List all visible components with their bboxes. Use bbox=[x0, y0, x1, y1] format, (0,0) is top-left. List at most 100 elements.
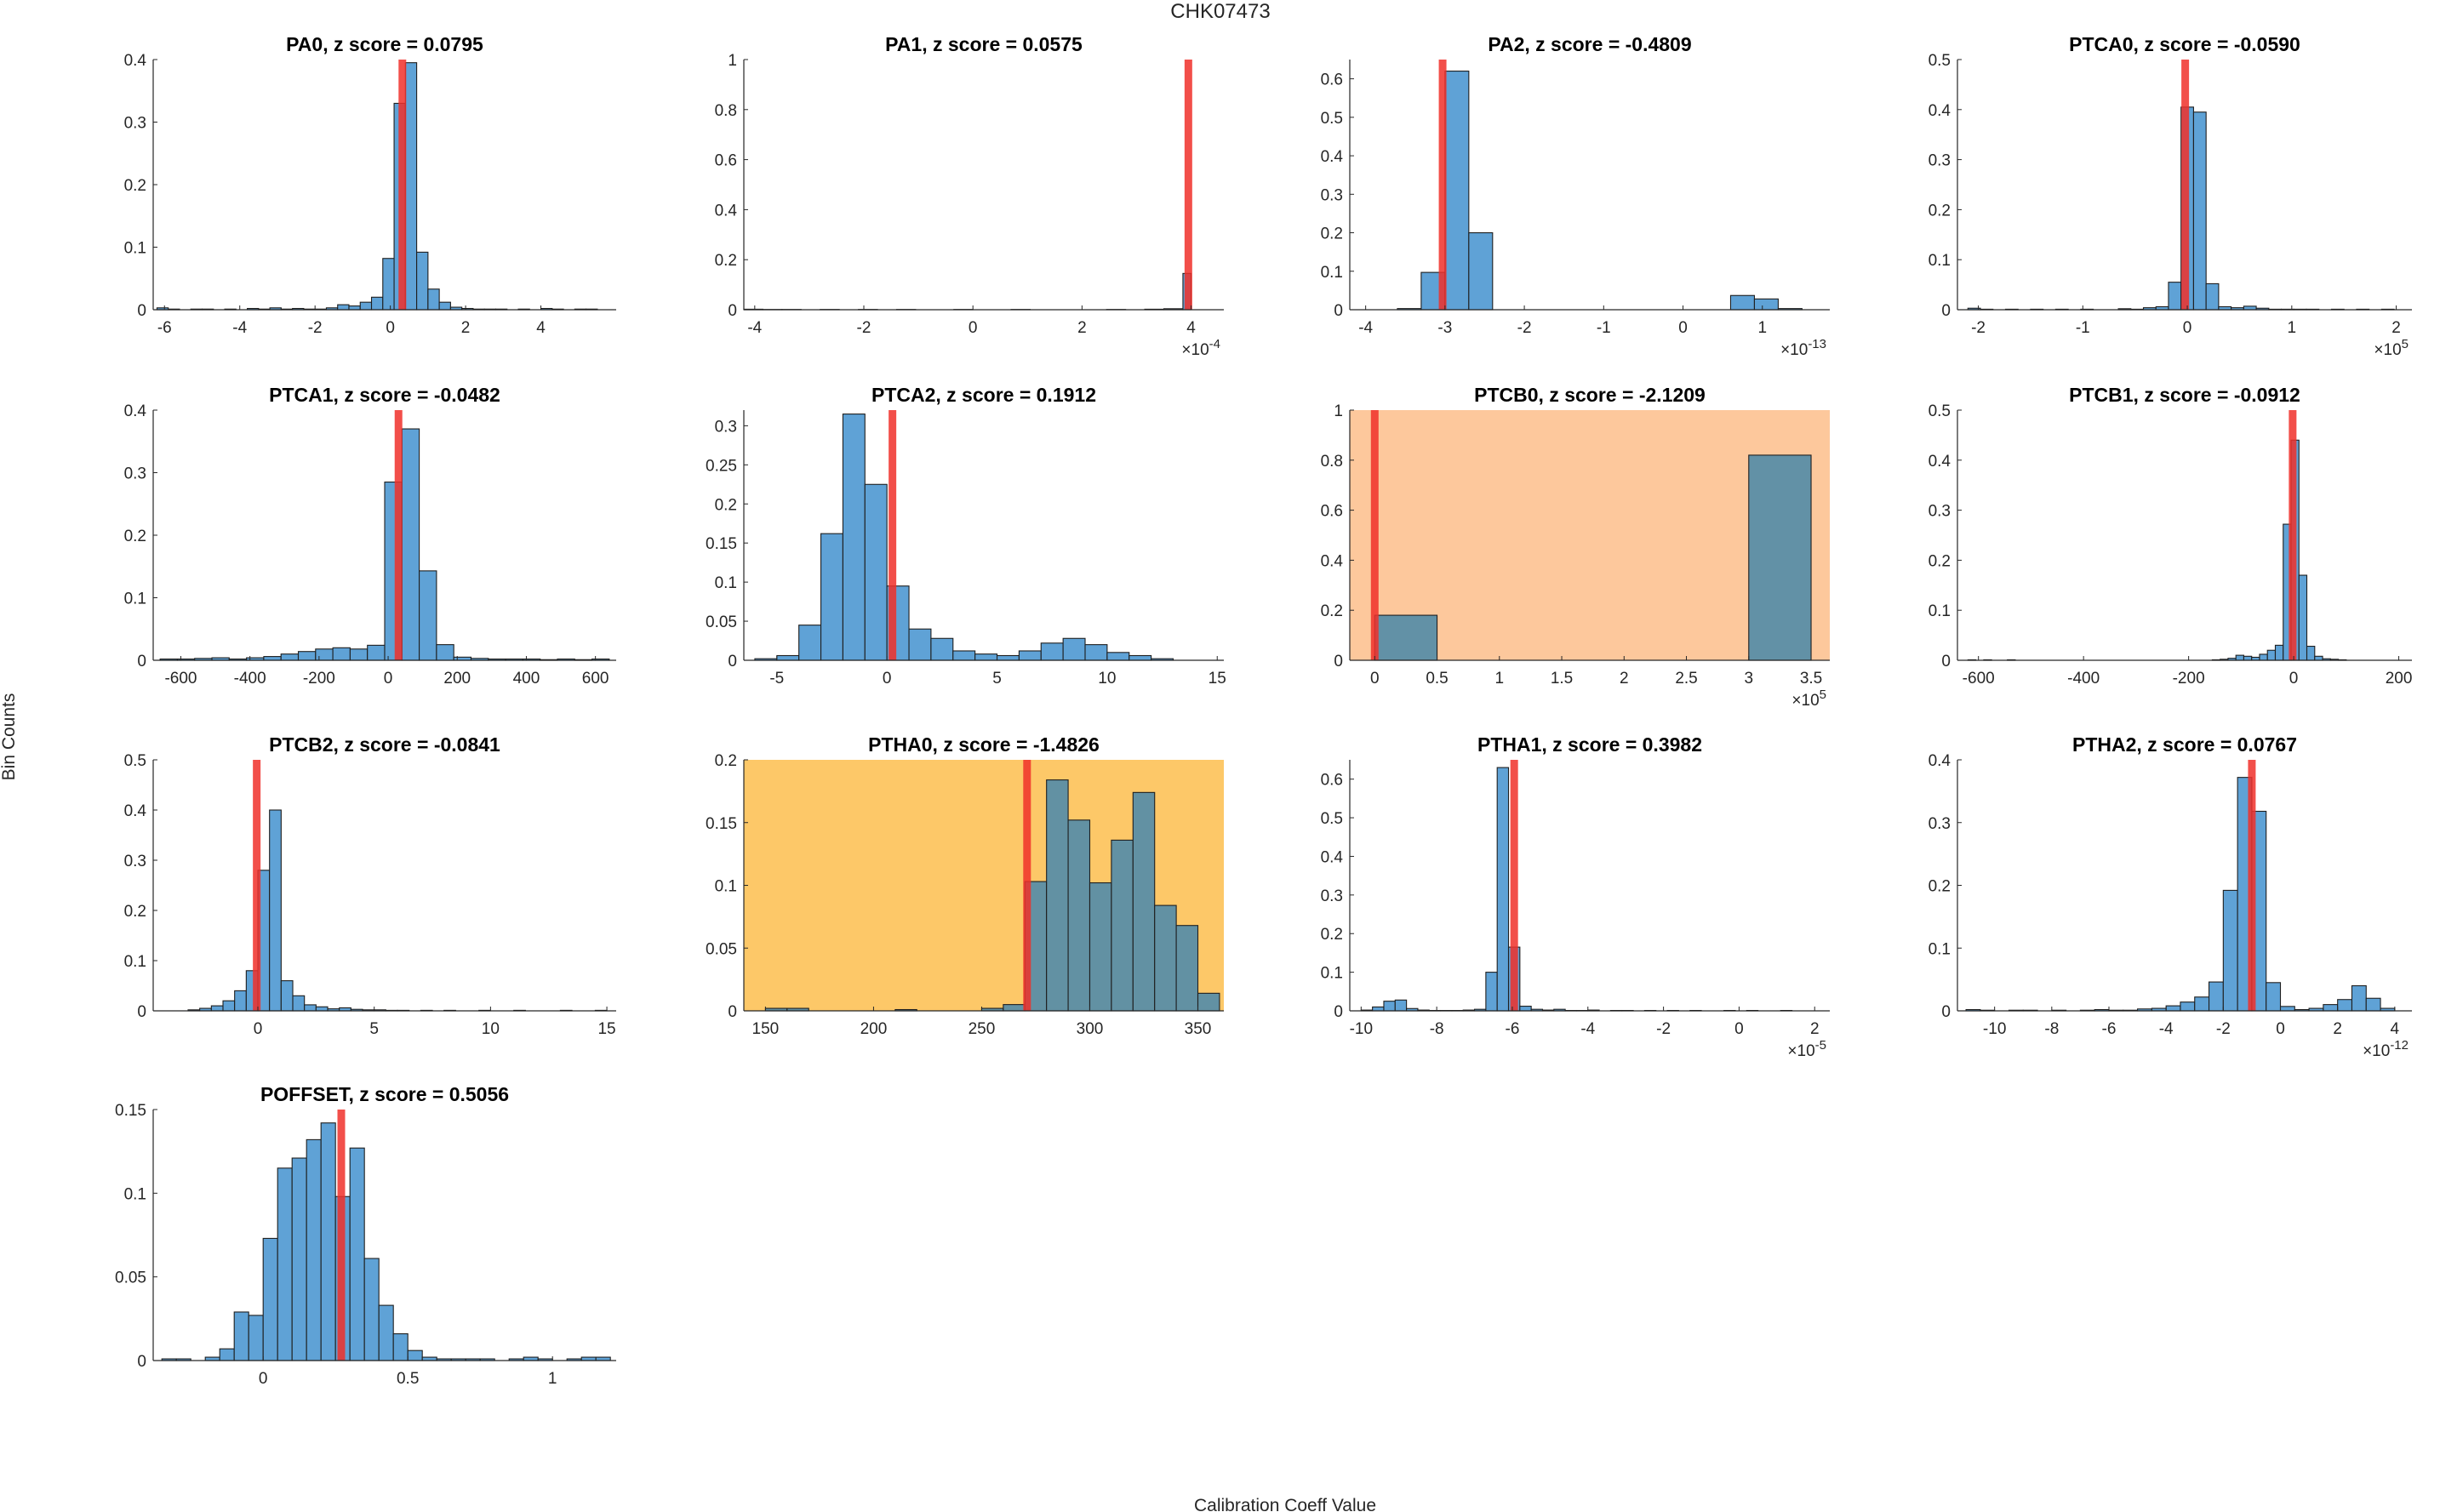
y-tick-label: 0 bbox=[137, 653, 146, 670]
subplot-pa0: -6 -4 -2 0 2 4 0 0.1 0.2 0.3 0.4 PA0, z score = 0.0… bbox=[124, 33, 616, 337]
y-tick-label: 0 bbox=[137, 1353, 146, 1371]
histogram-bar bbox=[842, 414, 866, 661]
histogram-bar bbox=[1040, 642, 1064, 661]
x-tick-label: 15 bbox=[1209, 670, 1226, 688]
histogram-bar bbox=[974, 653, 998, 661]
x-tick-label: 0 bbox=[1370, 670, 1380, 688]
subplot-ptha0: 150 200 250 300 350 0 0.05 0.1 0.15 0.2 PTHA0, z s… bbox=[706, 733, 1224, 1038]
x-tick-label: 0.5 bbox=[397, 1370, 419, 1388]
y-tick-label: 0.1 bbox=[715, 574, 737, 592]
y-tick-label: 0.1 bbox=[1929, 602, 1951, 620]
histogram-bar bbox=[438, 301, 451, 311]
subplot-pa1: -4 -2 0 2 4 0 0.2 0.4 0.6 0.8 1 ×10-4 PA1, z score =… bbox=[715, 33, 1224, 359]
x-tick-label: 0 bbox=[883, 670, 892, 688]
x-tick-label: 2.5 bbox=[1675, 670, 1697, 688]
histogram-bar bbox=[2306, 645, 2316, 661]
y-tick-label: 0.1 bbox=[124, 240, 146, 258]
x-tick-label: -2 bbox=[2216, 1020, 2231, 1038]
subplot-title: PTCA2, z score = 0.1912 bbox=[871, 384, 1096, 406]
y-tick-label: 0.8 bbox=[715, 102, 737, 120]
x-tick-label: -6 bbox=[2102, 1020, 2117, 1038]
histogram-bar bbox=[234, 990, 247, 1012]
y-tick-label: 0.2 bbox=[1321, 602, 1343, 620]
y-tick-label: 0.4 bbox=[715, 202, 738, 220]
subplot-title: PA0, z score = 0.0795 bbox=[286, 33, 483, 55]
figure-ylabel: Bin Counts bbox=[0, 693, 19, 781]
histogram-bar bbox=[315, 648, 334, 661]
x-tick-label: 150 bbox=[752, 1020, 780, 1038]
x-tick-label: 1 bbox=[1495, 670, 1505, 688]
x-tick-label: 2 bbox=[1810, 1020, 1820, 1038]
y-tick-label: 0.5 bbox=[1929, 52, 1951, 70]
histogram-bar bbox=[1018, 650, 1042, 661]
x-tick-label: -200 bbox=[2173, 670, 2205, 688]
current-value-marker bbox=[2181, 60, 2190, 310]
current-value-marker bbox=[1023, 760, 1031, 1011]
histogram-bar bbox=[337, 304, 350, 311]
y-tick-label: 0.3 bbox=[1321, 887, 1343, 905]
x-tick-label: 2 bbox=[1077, 319, 1087, 337]
histogram-bar bbox=[382, 258, 395, 311]
x-tick-label: -2 bbox=[1971, 319, 1986, 337]
subplot-title: PA1, z score = 0.0575 bbox=[885, 33, 1083, 55]
histogram-bar bbox=[2180, 1001, 2196, 1012]
y-tick-label: 0.5 bbox=[1929, 402, 1951, 420]
histogram-bar bbox=[304, 1004, 317, 1012]
y-tick-label: 1 bbox=[1334, 402, 1343, 420]
x-axis-exponent: ×10-4 bbox=[1181, 337, 1220, 359]
histogram-bar bbox=[332, 647, 351, 661]
x-tick-label: 0 bbox=[1678, 319, 1688, 337]
histogram-bar bbox=[1394, 999, 1408, 1012]
histogram-bar bbox=[2279, 1006, 2295, 1012]
histogram-bar bbox=[1154, 904, 1177, 1012]
y-tick-label: 0.5 bbox=[1321, 810, 1343, 828]
figure-suptitle: CHK07473 bbox=[1170, 0, 1270, 23]
histogram-bar bbox=[263, 656, 282, 661]
x-tick-label: 0 bbox=[386, 319, 395, 337]
x-tick-label: -400 bbox=[234, 670, 266, 688]
y-tick-label: 0.3 bbox=[124, 853, 146, 870]
x-tick-label: 10 bbox=[482, 1020, 500, 1038]
y-tick-label: 0.1 bbox=[1321, 264, 1343, 282]
x-tick-label: 3.5 bbox=[1800, 670, 1822, 688]
y-tick-label: 0 bbox=[728, 653, 737, 670]
histogram-bar bbox=[2298, 574, 2308, 661]
y-tick-label: 0.1 bbox=[1929, 252, 1951, 270]
subplot-title: PTCB0, z score = -2.1209 bbox=[1474, 384, 1706, 406]
y-tick-label: 0.1 bbox=[124, 1185, 146, 1203]
histogram-bar bbox=[1748, 454, 1812, 661]
histogram-bar bbox=[1468, 231, 1494, 311]
x-tick-label: -4 bbox=[232, 319, 247, 337]
histogram-bar bbox=[1111, 839, 1134, 1012]
y-tick-label: 0.2 bbox=[1321, 225, 1343, 243]
subplot-grid: -6 -4 -2 0 2 4 0 0.1 0.2 0.3 0.4 PA0, z score = 0.0… bbox=[115, 33, 2412, 1388]
histogram-bar bbox=[2208, 981, 2224, 1012]
subplot-title: PTHA2, z score = 0.0767 bbox=[2072, 733, 2297, 756]
subplot-title: PTCB1, z score = -0.0912 bbox=[2069, 384, 2300, 406]
y-tick-label: 0.2 bbox=[715, 496, 737, 514]
subplot-title: PA2, z score = -0.4809 bbox=[1488, 33, 1691, 55]
x-tick-label: -600 bbox=[164, 670, 197, 688]
histogram-bar bbox=[2274, 644, 2284, 661]
histogram-bar bbox=[407, 1349, 423, 1361]
histogram-bar bbox=[864, 483, 888, 661]
histogram-bar bbox=[1444, 71, 1470, 311]
x-tick-label: -600 bbox=[1963, 670, 1995, 688]
histogram-bar bbox=[1003, 1004, 1026, 1012]
histogram-bar bbox=[2266, 649, 2277, 661]
x-tick-label: -4 bbox=[1358, 319, 1373, 337]
y-tick-label: 0.4 bbox=[1321, 552, 1344, 570]
x-tick-label: 300 bbox=[1077, 1020, 1104, 1038]
histogram-bar bbox=[349, 648, 369, 661]
x-tick-label: 0 bbox=[384, 670, 393, 688]
y-tick-label: 0 bbox=[728, 1003, 737, 1021]
y-tick-label: 0 bbox=[1941, 302, 1951, 320]
y-tick-label: 1 bbox=[728, 52, 737, 70]
histogram-bar bbox=[363, 1258, 380, 1361]
subplot-poffset: 0 0.5 1 0 0.05 0.1 0.15 POFFSET, z score = 0.50… bbox=[115, 1083, 616, 1388]
y-tick-label: 0.5 bbox=[124, 752, 146, 770]
y-tick-label: 0.1 bbox=[124, 953, 146, 971]
histogram-bar bbox=[2351, 984, 2367, 1012]
histogram-bar bbox=[1753, 298, 1779, 311]
histogram-bar bbox=[1374, 614, 1438, 661]
